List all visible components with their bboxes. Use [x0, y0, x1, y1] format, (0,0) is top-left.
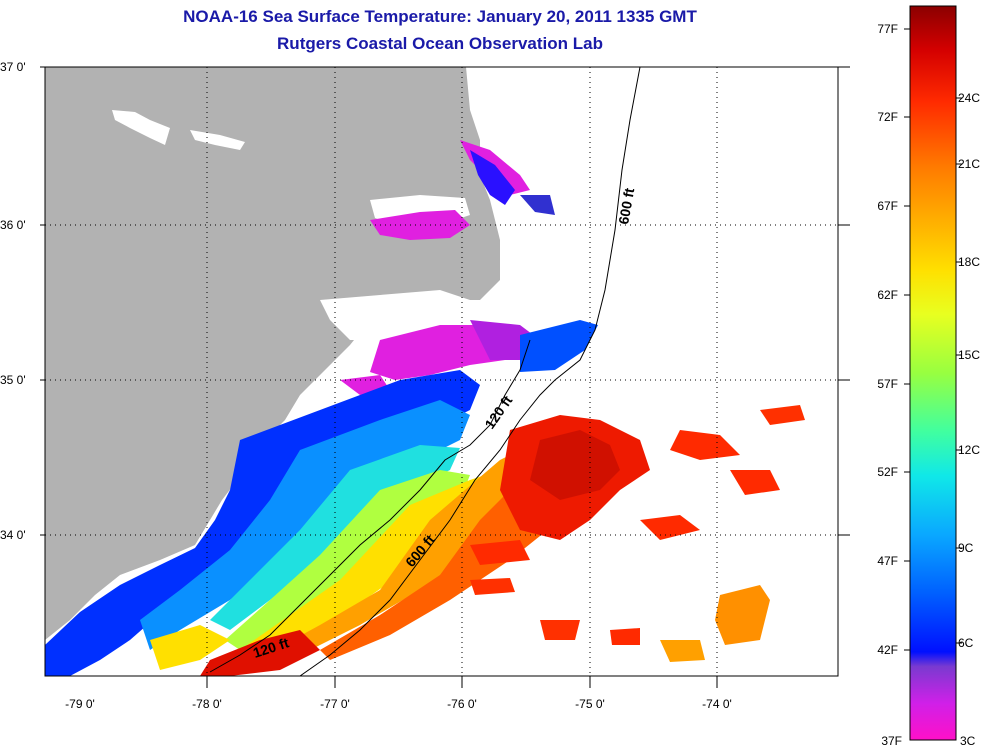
colorbar-f-label: 77F [877, 22, 898, 36]
colorbar-f-label: 57F [877, 377, 898, 391]
colorbar-c-label: 12C [958, 443, 980, 457]
colorbar-c-label: 9C [958, 541, 974, 555]
lon-label: -76 0' [447, 697, 477, 711]
lon-label: -79 0' [65, 697, 95, 711]
colorbar-ticks [904, 28, 962, 651]
colorbar-f-label: 37F [881, 734, 902, 748]
map-subtitle: Rutgers Coastal Ocean Observation Lab [277, 34, 603, 53]
graticule [45, 67, 838, 676]
colorbar-f-label: 62F [877, 288, 898, 302]
colorbar-c-label: 6C [958, 636, 974, 650]
colorbar-c-label: 24C [958, 91, 980, 105]
colorbar-f-label: 42F [877, 643, 898, 657]
colorbar-c-label: 15C [958, 348, 980, 362]
colorbar-f-label: 67F [877, 199, 898, 213]
lon-label: -74 0' [702, 697, 732, 711]
lat-label: 34 0' [0, 528, 26, 542]
map-content [45, 67, 838, 676]
lon-label: -78 0' [192, 697, 222, 711]
map-frame [44, 66, 839, 677]
contour-label: 600 ft [615, 186, 637, 225]
colorbar-c-label: 18C [958, 255, 980, 269]
map-title: NOAA-16 Sea Surface Temperature: January… [183, 7, 697, 26]
colorbar-f-label: 47F [877, 554, 898, 568]
axis-ticks [40, 66, 850, 688]
colorbar-c-label: 21C [958, 157, 980, 171]
colorbar-f-label: 72F [877, 110, 898, 124]
colorbar-c-label: 3C [960, 734, 976, 748]
colorbar [909, 5, 957, 741]
lat-label: 35 0' [0, 373, 26, 387]
lat-label: 37 0' [0, 60, 26, 74]
lon-label: -77 0' [320, 697, 350, 711]
colorbar-f-label: 52F [877, 465, 898, 479]
lon-label: -75 0' [575, 697, 605, 711]
lat-label: 36 0' [0, 218, 26, 232]
